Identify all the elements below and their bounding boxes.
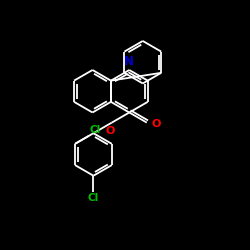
Text: Cl: Cl [90,125,101,135]
Text: O: O [106,126,115,136]
Text: O: O [151,119,161,129]
Text: N: N [124,55,134,68]
Text: Cl: Cl [88,193,99,203]
